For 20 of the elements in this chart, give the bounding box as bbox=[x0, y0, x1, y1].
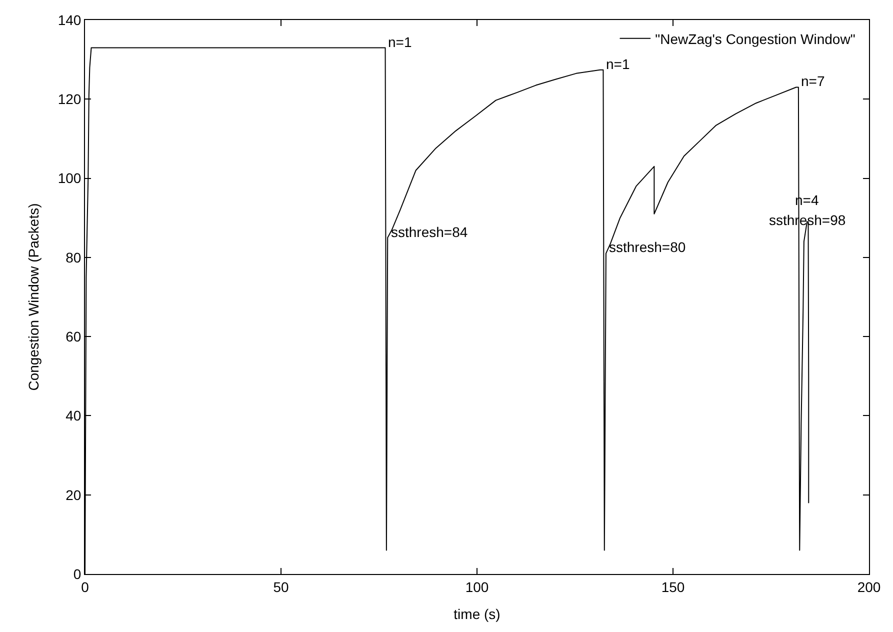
x-tick-label: 50 bbox=[273, 578, 289, 595]
legend-label: "NewZag's Congestion Window" bbox=[655, 30, 856, 47]
y-tick-label: 100 bbox=[58, 170, 82, 186]
annotation: n=7 bbox=[801, 73, 825, 89]
y-tick-label: 20 bbox=[66, 486, 82, 503]
x-tick-label: 200 bbox=[857, 578, 881, 595]
x-axis-title: time (s) bbox=[454, 606, 500, 622]
y-tick-label: 80 bbox=[66, 249, 82, 266]
y-tick-label: 40 bbox=[66, 408, 82, 424]
x-tick-label: 100 bbox=[465, 578, 489, 595]
annotation: n=1 bbox=[388, 34, 412, 50]
annotation: ssthresh=80 bbox=[609, 239, 686, 255]
y-axis-title: Congestion Window (Packets) bbox=[25, 203, 42, 391]
y-tick-label: 120 bbox=[58, 91, 82, 108]
annotation: n=1 bbox=[606, 56, 630, 72]
y-tick-label: 140 bbox=[58, 12, 82, 28]
y-tick-label: 0 bbox=[73, 566, 82, 582]
y-tick-label: 60 bbox=[66, 328, 82, 344]
annotation: ssthresh=84 bbox=[391, 224, 468, 240]
x-tick-label: 150 bbox=[661, 578, 685, 595]
